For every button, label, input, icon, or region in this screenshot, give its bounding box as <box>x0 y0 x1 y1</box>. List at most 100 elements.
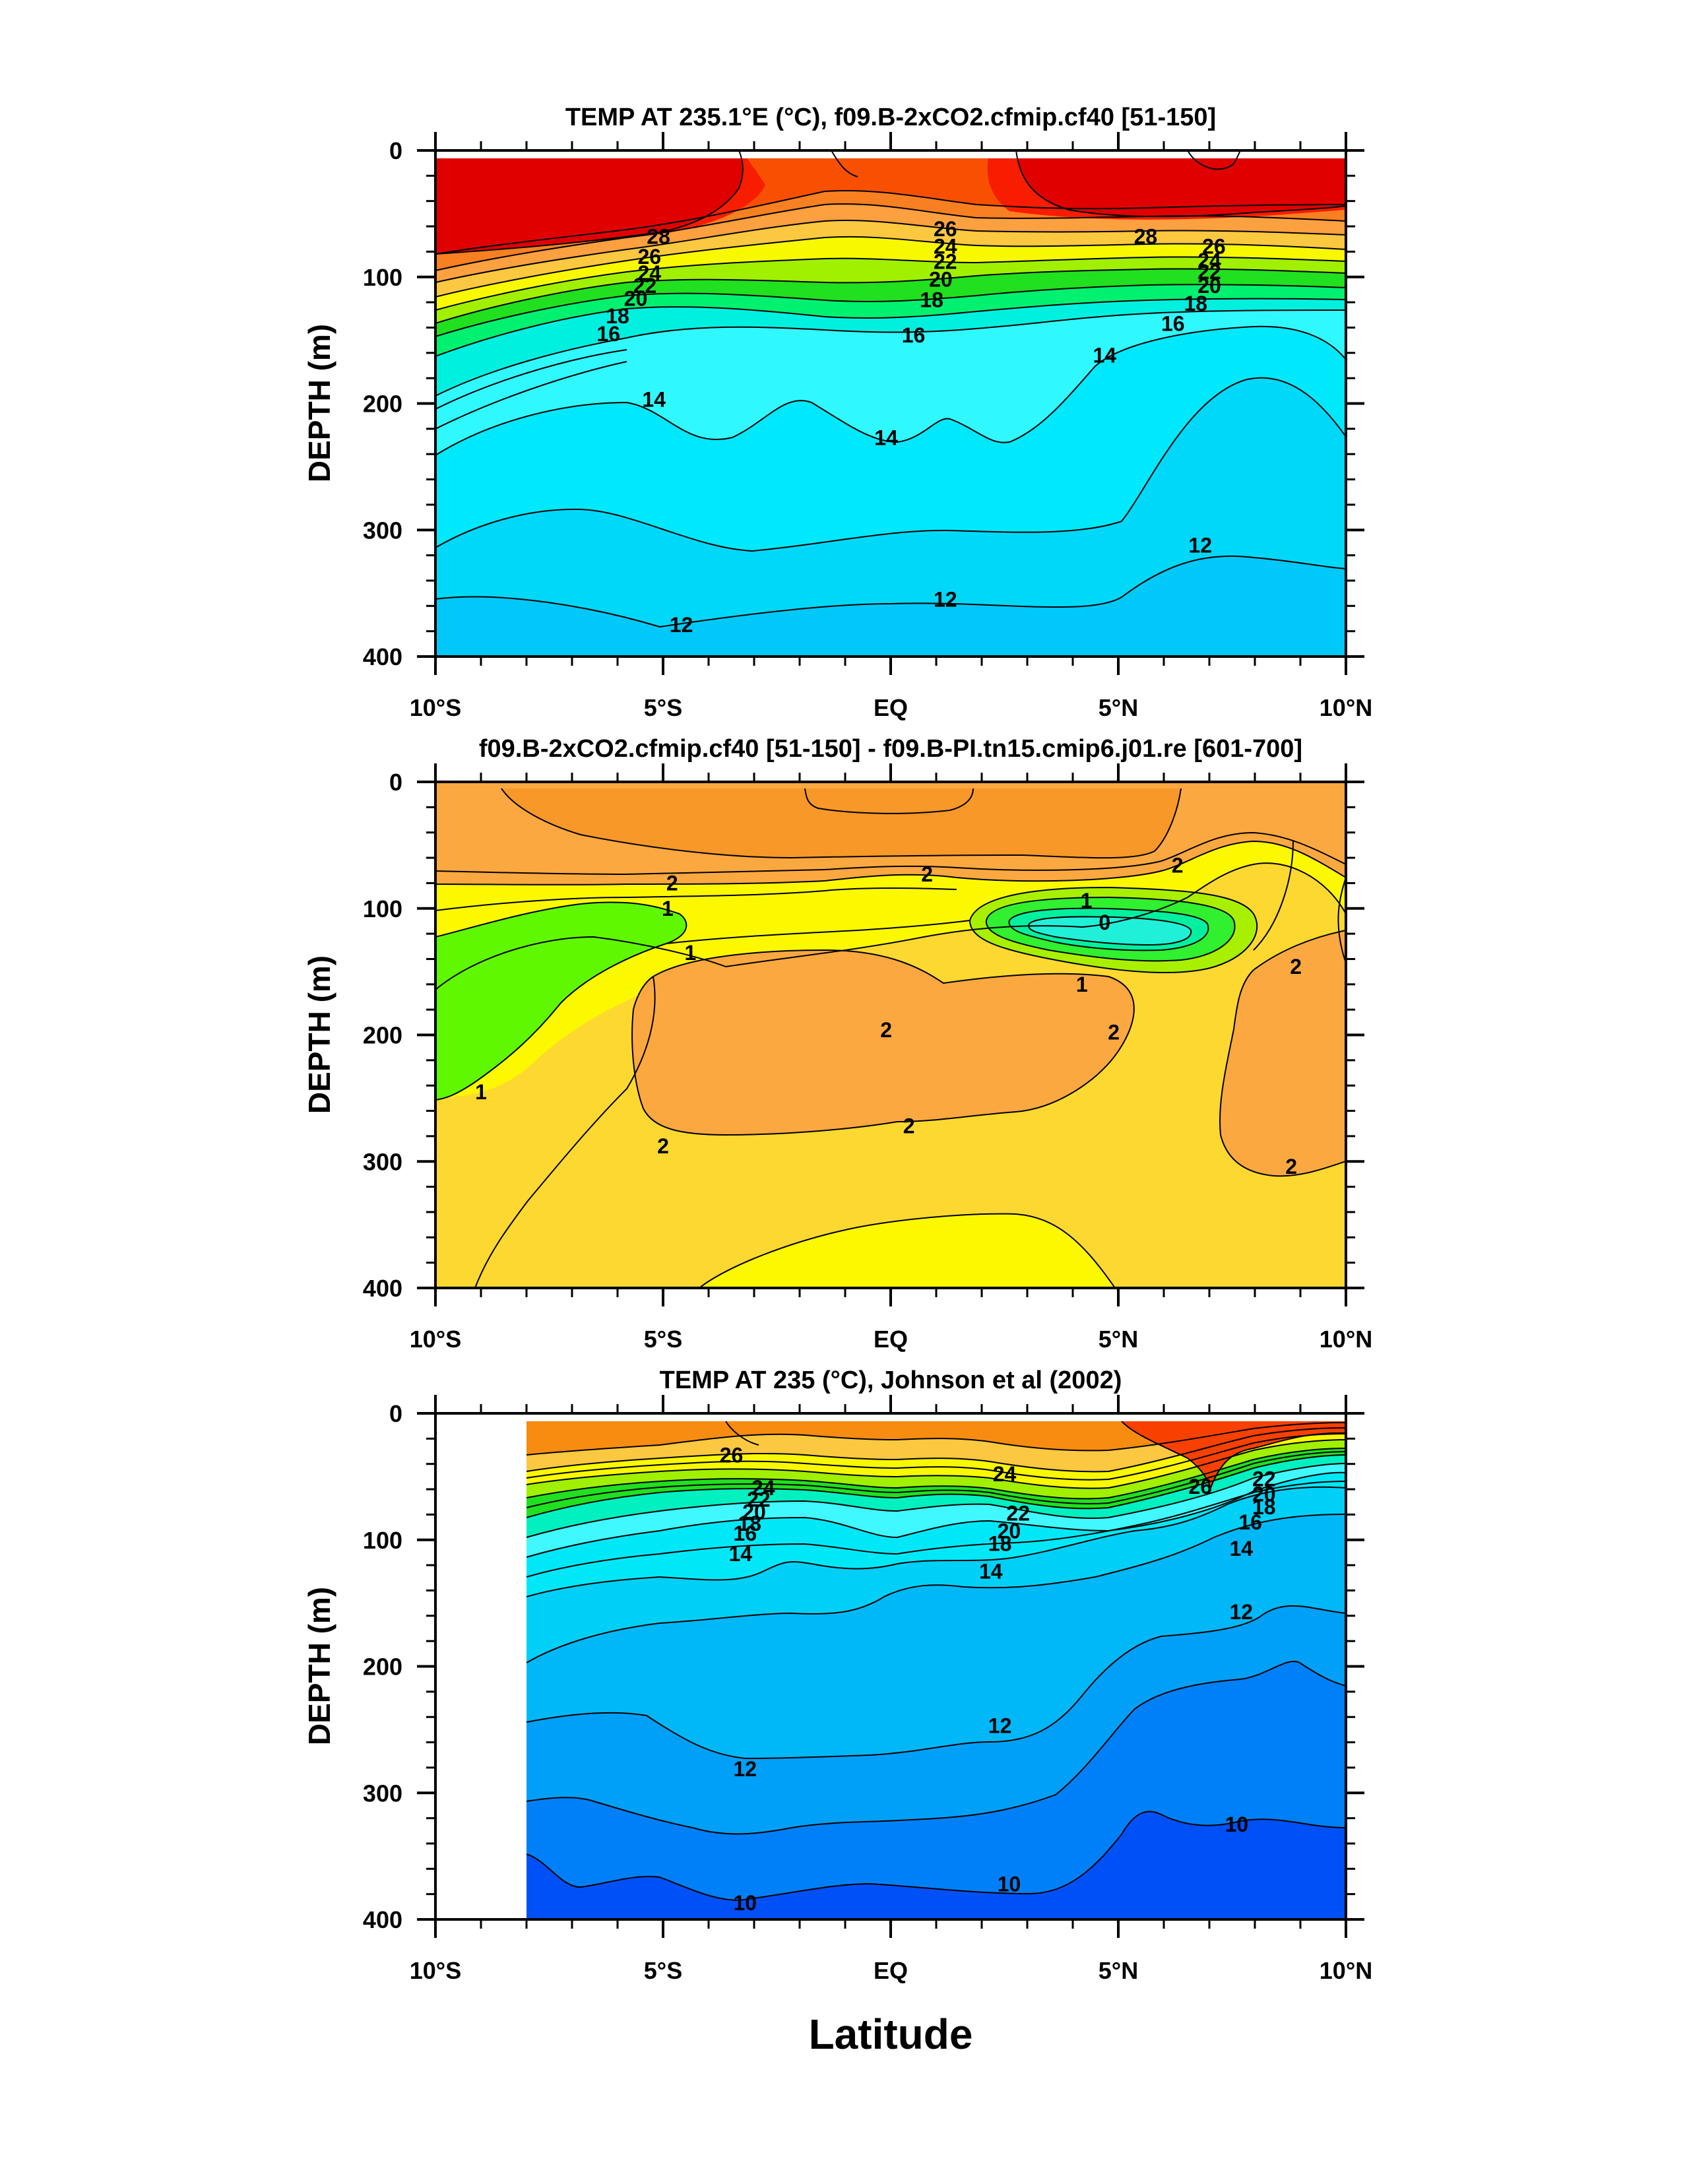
y-tick-label: 0 <box>389 1400 402 1427</box>
contour-label: 12 <box>1188 533 1212 557</box>
contour-label: 2 <box>880 1018 892 1042</box>
contour-label: 22 <box>1197 260 1221 284</box>
contour-label: 20 <box>1252 1483 1276 1506</box>
contour-label: 28 <box>1134 224 1158 248</box>
y-tick-label: 400 <box>363 1906 402 1933</box>
contour-label: 20 <box>929 268 953 292</box>
contour-label: 10 <box>998 1872 1021 1896</box>
contour-label: 1 <box>685 941 697 965</box>
x-tick-label: 5°S <box>644 694 682 721</box>
contour-label: 26 <box>720 1443 744 1467</box>
contour-label: 12 <box>934 588 957 612</box>
contour-label: 24 <box>934 235 957 259</box>
panel-3-title: TEMP AT 235 (°C), Johnson et al (2002) <box>660 1366 1122 1394</box>
contour-label: 26 <box>1188 1475 1212 1498</box>
contour-label: 22 <box>1252 1467 1276 1491</box>
contour-label: 22 <box>934 250 957 274</box>
x-axis-label: Latitude <box>809 2010 973 2058</box>
panel-3-contour-fill <box>435 1413 1346 1919</box>
contour-label: 24 <box>638 261 662 285</box>
x-tick-label: EQ <box>874 694 908 721</box>
panel-1-title: TEMP AT 235.1°E (°C), f09.B-2xCO2.cfmip.… <box>565 104 1216 131</box>
contour-label: 2 <box>903 1114 915 1138</box>
y-tick-label: 200 <box>363 1654 402 1681</box>
contour-label: 2 <box>1285 1155 1297 1178</box>
panel-1-contour-fill <box>435 150 1346 657</box>
contour-label: 24 <box>1197 249 1221 273</box>
contour-label: 18 <box>988 1532 1012 1556</box>
contour-label: 12 <box>1230 1600 1254 1624</box>
contour-label: 0 <box>1099 911 1110 934</box>
contour-label: 16 <box>733 1522 757 1545</box>
x-tick-label: 5°N <box>1099 1326 1138 1353</box>
contour-label: 12 <box>733 1757 757 1781</box>
y-tick-label: 100 <box>363 264 402 291</box>
y-tick-label: 400 <box>363 1275 402 1302</box>
panel-3-ylabel: DEPTH (m) <box>302 1587 336 1745</box>
y-tick-label: 400 <box>363 643 402 670</box>
contour-label: 1 <box>1081 889 1093 913</box>
contour-label: 20 <box>998 1519 1021 1543</box>
y-tick-label: 100 <box>363 895 402 922</box>
y-tick-label: 300 <box>363 1148 402 1175</box>
contour-label: 24 <box>993 1462 1017 1486</box>
y-tick-label: 200 <box>363 391 402 418</box>
y-tick-label: 0 <box>389 769 402 796</box>
y-tick-label: 300 <box>363 517 402 544</box>
x-tick-label: 10°S <box>410 1957 461 1984</box>
y-tick-label: 300 <box>363 1780 402 1807</box>
contour-label: 26 <box>638 245 662 269</box>
contour-label: 20 <box>1197 274 1221 298</box>
contour-label: 22 <box>633 274 657 298</box>
contour-label: 14 <box>979 1560 1003 1584</box>
contour-label: 16 <box>596 322 620 346</box>
contour-label: 18 <box>738 1512 761 1535</box>
panel-2-axes: 10°S 5°S EQ 5°N 10°N 0 100 200 300 400 <box>363 763 1372 1353</box>
contour-label: 1 <box>1076 973 1088 996</box>
panel-1-contour-labels: 2826242220181614141412121226242220181628… <box>596 217 1225 637</box>
contour-label: 26 <box>934 217 957 241</box>
panel-1-axes: 10°S 5°S EQ 5°N 10°N 0 100 200 300 400 <box>363 132 1372 721</box>
contour-label: 10 <box>1225 1813 1249 1836</box>
contour-label: 2 <box>657 1134 669 1158</box>
x-tick-label: 10°S <box>410 1326 461 1353</box>
x-tick-label: 10°N <box>1320 694 1372 721</box>
x-tick-label: 5°S <box>644 1957 682 1984</box>
contour-label: 26 <box>1202 235 1226 259</box>
contour-label: 2 <box>1108 1021 1120 1044</box>
x-tick-label: 10°N <box>1320 1326 1372 1353</box>
y-tick-label: 200 <box>363 1022 402 1049</box>
contour-label: 16 <box>902 323 926 347</box>
contour-label: 16 <box>1238 1510 1262 1534</box>
contour-label: 18 <box>606 304 629 328</box>
panel-1: TEMP AT 235.1°E (°C), f09.B-2xCO2.cfmip.… <box>302 104 1372 721</box>
contour-label: 22 <box>747 1487 771 1511</box>
contour-label: 18 <box>1252 1495 1276 1519</box>
panel-2-contour-fill <box>435 782 1346 1288</box>
contour-label: 18 <box>920 288 943 311</box>
x-tick-label: 10°S <box>410 694 461 721</box>
contour-label: 14 <box>642 388 666 412</box>
contour-label: 2 <box>666 871 678 895</box>
contour-label: 28 <box>647 224 670 248</box>
contour-label: 16 <box>1161 312 1185 336</box>
panel-2: f09.B-2xCO2.cfmip.cf40 [51-150] - f09.B-… <box>302 735 1372 1353</box>
contour-label: 24 <box>751 1476 775 1500</box>
contour-label: 10 <box>733 1891 757 1915</box>
x-tick-label: 5°N <box>1099 1957 1138 1984</box>
contour-label: 12 <box>670 613 693 637</box>
contour-label: 14 <box>874 426 898 449</box>
panel-2-title: f09.B-2xCO2.cfmip.cf40 [51-150] - f09.B-… <box>479 735 1302 763</box>
panel-3-axes: 10°S 5°S EQ 5°N 10°N 0 100 200 300 400 <box>363 1395 1372 1984</box>
contour-label: 14 <box>1230 1537 1254 1560</box>
contour-label: 12 <box>988 1714 1012 1738</box>
x-tick-label: EQ <box>874 1326 908 1353</box>
panel-3: TEMP AT 235 (°C), Johnson et al (2002) <box>302 1366 1372 1984</box>
contour-label: 1 <box>475 1080 487 1104</box>
x-tick-label: 5°S <box>644 1326 682 1353</box>
contour-label: 20 <box>742 1500 766 1524</box>
y-tick-label: 0 <box>389 137 402 164</box>
contour-label: 22 <box>1006 1501 1030 1525</box>
